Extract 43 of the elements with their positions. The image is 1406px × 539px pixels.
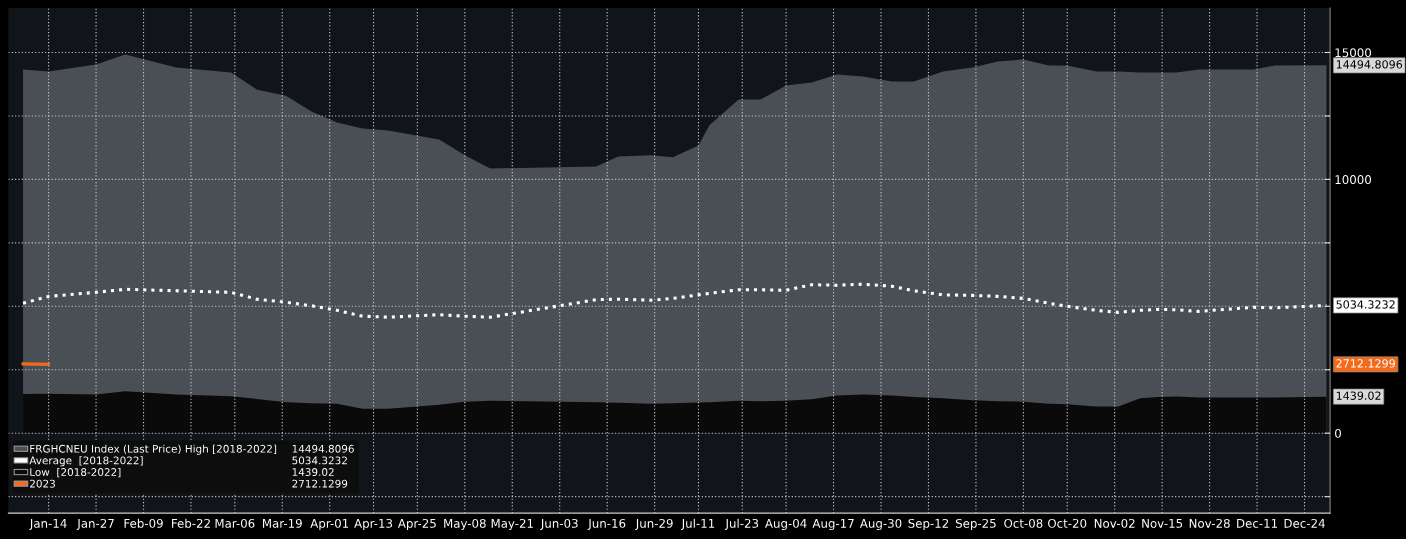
x-tick-label: Jan-27 <box>76 518 114 531</box>
y-tick-label: 10000 <box>1335 175 1372 185</box>
x-tick-label: Dec-11 <box>1237 519 1278 528</box>
x-tick-label: Jun-29 <box>635 518 673 531</box>
x-tick-label: Nov-28 <box>1189 518 1230 528</box>
x-tick-label: Apr-01 <box>310 518 349 531</box>
x-tick-label: Mar-06 <box>215 518 255 528</box>
legend-label: FRGHCNEU Index (Last Price) High [2018-2022] <box>30 444 277 455</box>
annotation: 5034.3232 <box>292 456 347 465</box>
text: 1439.02 <box>1336 391 1381 400</box>
legend-label: Average [2018-2022] <box>29 456 143 467</box>
x-tick-label: Feb-22 <box>172 518 210 528</box>
x-tick-label: Apr-25 <box>397 518 436 531</box>
annotation: 1439.02 <box>292 468 334 476</box>
x-tick-label: Oct-20 <box>1048 518 1087 528</box>
legend-label: 2023 <box>30 479 55 488</box>
x-tick-label: Nov-02 <box>1094 518 1135 528</box>
x-tick-label: Sep-25 <box>955 518 996 531</box>
x-tick-label: Aug-04 <box>765 518 807 531</box>
x-tick-label: Jun-16 <box>587 518 626 531</box>
text: 5034.3232 <box>1336 300 1395 309</box>
x-tick-label: Nov-15 <box>1142 519 1183 528</box>
x-tick-label: Sep-12 <box>908 518 949 531</box>
x-tick-label: May-08 <box>444 518 486 531</box>
y-tick-label: 0 <box>1335 428 1341 438</box>
x-tick-label: Aug-17 <box>812 519 854 531</box>
x-tick-label: Feb-09 <box>124 518 163 528</box>
annotation: 2712.1299 <box>292 479 348 488</box>
legend-label: Low [2018-2022] <box>30 467 121 478</box>
x-tick-label: Jul-23 <box>724 518 759 531</box>
x-tick-label: Jul-11 <box>681 518 715 531</box>
x-tick-label: Aug-30 <box>859 518 902 531</box>
x-tick-label: Jan-14 <box>29 519 67 531</box>
x-tick-label: Apr-13 <box>354 518 393 531</box>
annotation: 14494.8096 <box>292 444 354 453</box>
x-tick-label: Oct-08 <box>1004 518 1043 528</box>
x-tick-label: Jun-03 <box>540 518 578 531</box>
text: 14494.8096 <box>1336 60 1403 69</box>
x-tick-label: May-21 <box>491 518 533 531</box>
x-tick-label: Mar-19 <box>263 518 302 528</box>
x-tick-label: Dec-24 <box>1284 518 1325 528</box>
text: 2712.1299 <box>1336 359 1395 368</box>
y-tick-label: 15000 <box>1335 48 1372 58</box>
